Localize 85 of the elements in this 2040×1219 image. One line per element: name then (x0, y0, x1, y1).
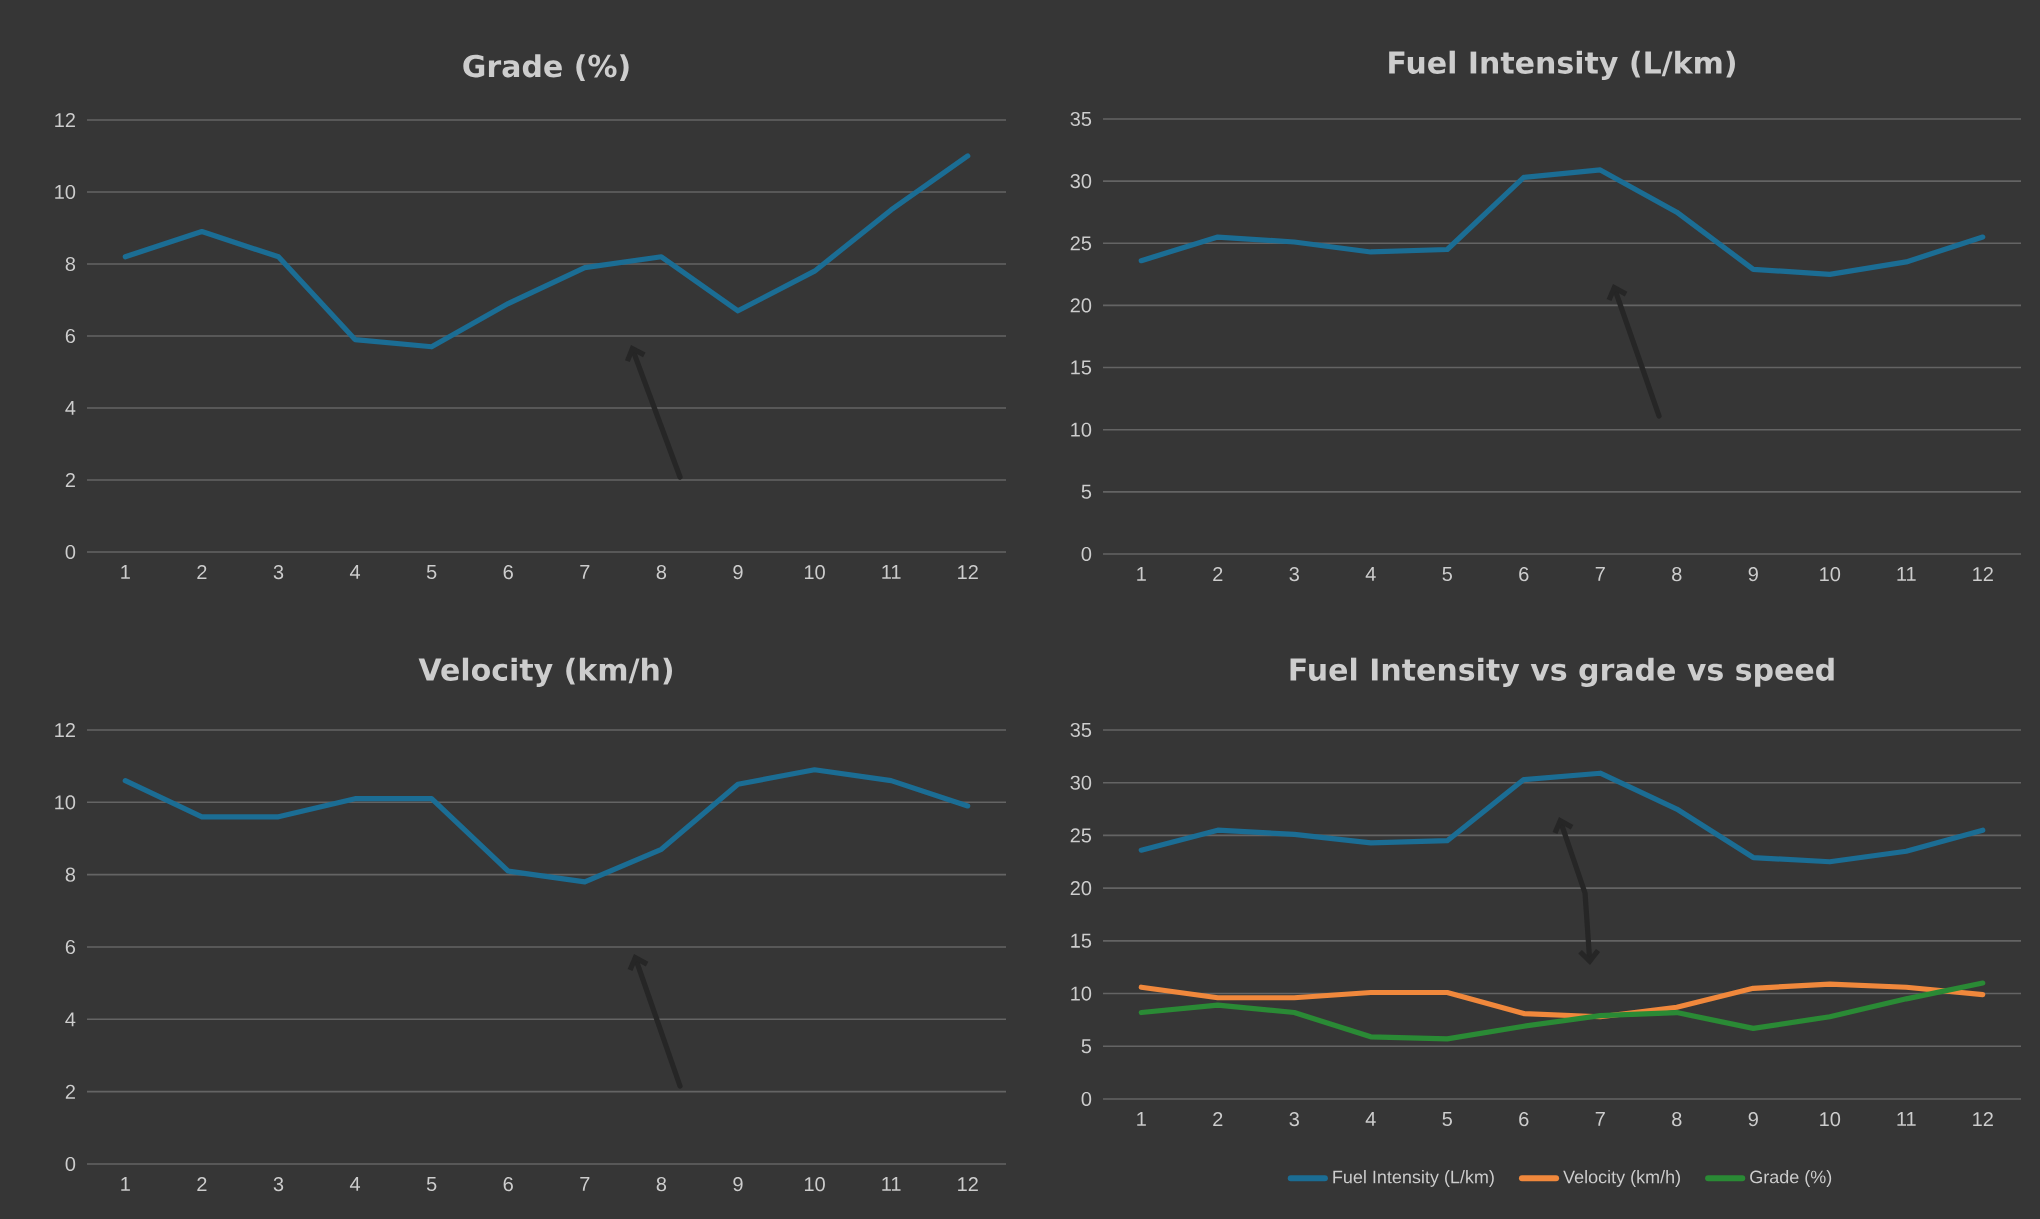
x-tick-label: 3 (273, 565, 284, 580)
x-tick-label: 6 (503, 565, 513, 580)
y-tick-label: 0 (1081, 1091, 1092, 1107)
x-tick-label: 10 (804, 565, 825, 580)
x-tick-label: 11 (1897, 567, 1916, 581)
x-tick-label: 8 (656, 565, 667, 580)
x-tick-label: 10 (1820, 567, 1841, 582)
x-tick-label: 7 (1595, 1112, 1605, 1126)
x-tick-label: 5 (1442, 567, 1452, 581)
y-tick-label: 5 (1081, 1039, 1092, 1054)
y-tick-label: 0 (65, 544, 76, 560)
x-tick-label: 9 (1748, 567, 1758, 582)
y-tick-label: 5 (1081, 484, 1092, 499)
chart-title: Velocity (km/h) (418, 657, 673, 687)
x-tick-label: 5 (426, 1177, 437, 1191)
x-tick-label: 7 (580, 565, 590, 579)
y-tick-label: 20 (1070, 881, 1092, 896)
y-tick-label: 35 (1070, 111, 1092, 127)
x-tick-label: 11 (882, 1177, 901, 1191)
x-tick-label: 3 (1289, 1112, 1299, 1127)
x-tick-label: 2 (197, 1177, 207, 1192)
x-tick-label: 9 (1748, 1112, 1758, 1127)
y-tick-label: 10 (1071, 986, 1092, 1001)
y-tick-label: 25 (1070, 828, 1092, 843)
chart-title: Fuel Intensity (L/km) (1389, 50, 1735, 80)
x-tick-label: 4 (349, 565, 361, 579)
x-tick-label: 8 (1672, 1112, 1682, 1127)
x-tick-label: 6 (1519, 1112, 1529, 1127)
y-tick-label: 20 (1070, 298, 1092, 313)
x-tick-label: 12 (1973, 567, 1993, 582)
y-tick-label: 0 (65, 1156, 76, 1172)
x-tick-label: 9 (733, 1177, 743, 1192)
x-tick-label: 1 (121, 565, 130, 579)
x-tick-label: 8 (656, 1177, 667, 1192)
y-tick-label: 0 (1081, 546, 1092, 562)
y-tick-label: 15 (1071, 933, 1092, 948)
x-tick-label: 9 (733, 565, 743, 580)
y-tick-label: 35 (1070, 722, 1092, 738)
y-tick-label: 8 (65, 867, 76, 882)
y-tick-label: 12 (55, 723, 75, 737)
x-tick-label: 2 (1213, 567, 1223, 582)
y-tick-label: 2 (65, 473, 75, 487)
x-tick-label: 4 (349, 1177, 361, 1191)
x-tick-label: 12 (1973, 1112, 1993, 1127)
x-tick-label: 8 (1672, 567, 1682, 582)
x-tick-label: 3 (1289, 567, 1299, 582)
legend-label: Fuel Intensity (L/km) (1333, 1170, 1494, 1187)
chart-title: Fuel Intensity vs grade vs speed (1290, 657, 1834, 687)
x-tick-label: 12 (958, 1177, 978, 1192)
x-tick-label: 11 (1897, 1112, 1916, 1126)
y-tick-label: 8 (65, 256, 76, 272)
legend-label: Velocity (km/h) (1563, 1170, 1680, 1187)
x-tick-label: 5 (1442, 1112, 1452, 1126)
x-tick-label: 2 (1213, 1112, 1223, 1127)
y-tick-label: 6 (65, 939, 76, 955)
x-tick-label: 10 (804, 1177, 825, 1192)
chart-title: Grade (%) (463, 54, 629, 81)
x-tick-label: 1 (1137, 1112, 1146, 1126)
x-tick-label: 6 (1519, 567, 1529, 582)
y-tick-label: 2 (65, 1084, 75, 1099)
x-tick-label: 7 (1595, 567, 1605, 581)
y-tick-label: 4 (65, 1012, 76, 1027)
x-tick-label: 2 (197, 565, 207, 580)
x-tick-label: 11 (882, 565, 901, 579)
x-tick-label: 5 (426, 565, 437, 579)
y-tick-label: 10 (55, 184, 76, 200)
x-tick-label: 1 (121, 1177, 130, 1191)
y-tick-label: 25 (1070, 236, 1092, 251)
y-tick-label: 12 (55, 113, 75, 127)
x-tick-label: 6 (503, 1177, 513, 1192)
y-tick-label: 6 (65, 328, 76, 344)
x-tick-label: 7 (580, 1177, 590, 1191)
x-tick-label: 1 (1137, 567, 1146, 581)
y-tick-label: 10 (55, 795, 76, 810)
y-tick-label: 30 (1070, 775, 1092, 790)
y-tick-label: 30 (1070, 174, 1092, 189)
y-tick-label: 4 (65, 401, 76, 415)
x-tick-label: 4 (1365, 567, 1376, 581)
y-tick-label: 10 (1071, 422, 1092, 437)
x-tick-label: 4 (1365, 1112, 1376, 1126)
legend-label: Grade (%) (1750, 1170, 1832, 1187)
x-tick-label: 3 (273, 1177, 284, 1192)
x-tick-label: 12 (958, 565, 978, 580)
y-tick-label: 15 (1071, 360, 1092, 375)
x-tick-label: 10 (1820, 1112, 1841, 1127)
